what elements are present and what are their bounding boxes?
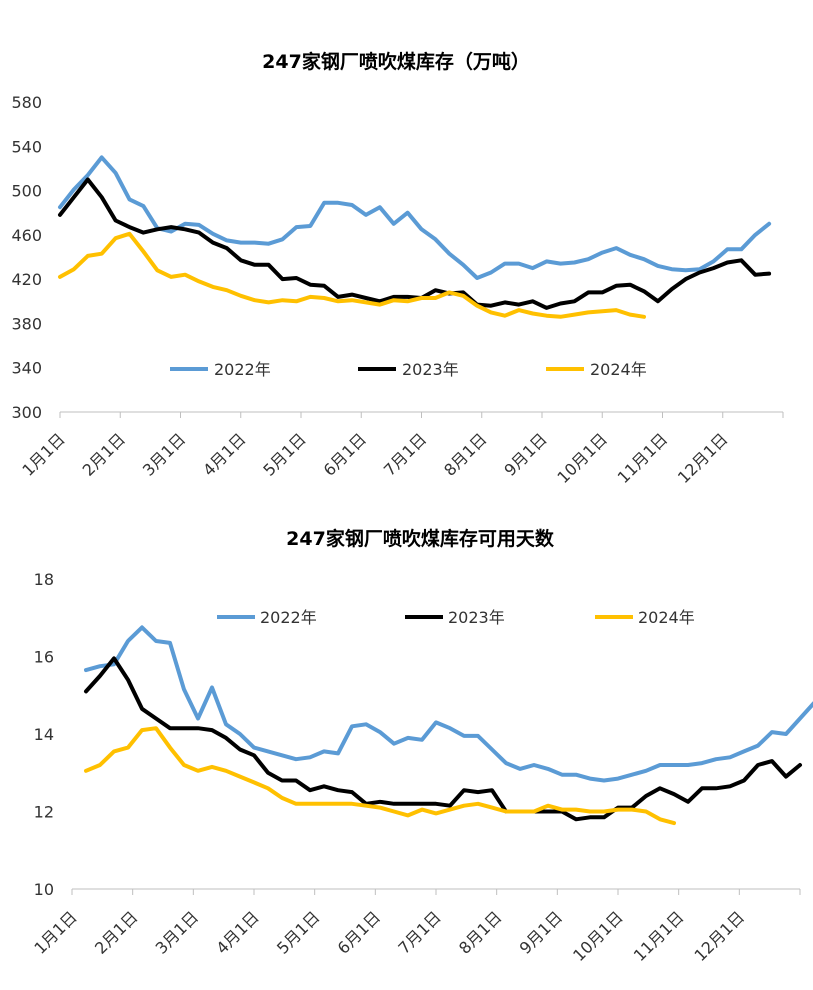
- legend-label-2023: 2023年: [448, 608, 505, 627]
- y-tick-label: 12: [34, 803, 54, 822]
- x-tick-label: 7月1日: [394, 907, 444, 957]
- chart-title: 247家钢厂喷吹煤库存（万吨）: [262, 50, 530, 73]
- x-tick-label: 3月1日: [152, 907, 202, 957]
- y-tick-label: 380: [11, 314, 42, 333]
- legend-label-2022: 2022年: [260, 608, 317, 627]
- legend-label-2022: 2022年: [214, 360, 271, 379]
- x-tick-label: 9月1日: [516, 907, 566, 957]
- inventory-chart: 247家钢厂喷吹煤库存（万吨）3003403804204605005405801…: [11, 50, 784, 487]
- y-tick-label: 300: [11, 403, 42, 422]
- x-tick-label: 10月1日: [569, 907, 627, 965]
- y-tick-label: 14: [34, 725, 54, 744]
- series-line-2023: [84, 656, 802, 822]
- y-tick-label: 460: [11, 226, 42, 245]
- x-tick-label: 8月1日: [455, 907, 505, 957]
- series-line-2023: [58, 177, 772, 310]
- series-line-2024: [84, 726, 676, 826]
- y-tick-label: 10: [34, 880, 54, 899]
- y-tick-label: 16: [34, 648, 54, 667]
- y-tick-label: 340: [11, 359, 42, 378]
- x-tick-label: 11月1日: [630, 907, 688, 965]
- x-tick-label: 5月1日: [273, 907, 323, 957]
- x-tick-label: 4月1日: [212, 907, 262, 957]
- x-tick-label: 1月1日: [30, 907, 80, 957]
- y-tick-label: 540: [11, 137, 42, 156]
- series-line-2024: [58, 231, 646, 319]
- legend-label-2024: 2024年: [638, 608, 695, 627]
- x-tick-label: 2月1日: [91, 907, 141, 957]
- legend-label-2024: 2024年: [590, 360, 647, 379]
- chart-title: 247家钢厂喷吹煤库存可用天数: [286, 527, 555, 550]
- y-tick-label: 580: [11, 93, 42, 112]
- legend-label-2023: 2023年: [402, 360, 459, 379]
- y-tick-label: 420: [11, 270, 42, 289]
- x-tick-label: 12月1日: [690, 907, 748, 965]
- series-line-2022: [84, 625, 813, 783]
- y-tick-label: 500: [11, 182, 42, 201]
- x-tick-label: 6月1日: [334, 907, 384, 957]
- y-tick-label: 18: [34, 570, 54, 589]
